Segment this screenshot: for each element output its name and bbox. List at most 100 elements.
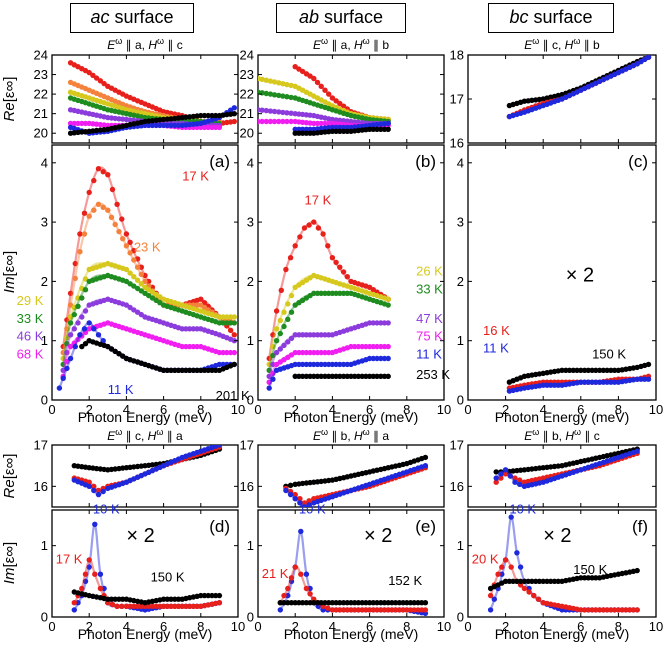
data-point-10K xyxy=(277,607,283,613)
x-tick-label: 2 xyxy=(86,402,93,417)
data-point-20K xyxy=(578,607,584,613)
data-point-253K xyxy=(366,126,373,132)
data-point-10K xyxy=(82,578,89,584)
x-tick-label: 8 xyxy=(197,619,204,634)
data-point-152K xyxy=(285,600,291,606)
data-point-17K xyxy=(149,603,156,609)
data-point-253K xyxy=(333,128,339,134)
data-point-17K xyxy=(82,571,89,577)
data-point-150K xyxy=(209,592,215,599)
data-point-253K xyxy=(318,373,324,379)
data-point-150K xyxy=(559,367,565,373)
x-tick-label: 4 xyxy=(540,619,547,634)
data-point-47K xyxy=(186,326,193,332)
data-point-253K xyxy=(352,373,358,379)
data-point-17K xyxy=(164,603,170,609)
data-point-150K xyxy=(493,469,499,475)
data-point-10K xyxy=(303,571,310,577)
data-point-75K xyxy=(75,336,81,343)
data-point-150K xyxy=(611,367,618,373)
data-point-253K xyxy=(374,126,380,132)
data-point-17K xyxy=(301,225,308,231)
data-point-17K xyxy=(119,216,125,222)
data-point-201K xyxy=(186,367,193,373)
data-point-253K xyxy=(296,130,302,136)
data-point-21K xyxy=(415,607,421,613)
data-point-26K xyxy=(227,314,234,320)
data-point-47K xyxy=(266,373,272,379)
data-point-33K xyxy=(385,302,391,308)
data-point-11K xyxy=(322,361,328,368)
data-point-23K xyxy=(108,214,115,220)
data-point-75K xyxy=(322,120,328,127)
data-point-47K xyxy=(326,332,332,338)
data-point-17K xyxy=(81,210,88,216)
data-point-17K xyxy=(283,266,289,273)
data-point-17K xyxy=(86,69,92,76)
data-point-75K xyxy=(363,343,369,350)
data-point-75K xyxy=(284,118,290,125)
data-point-253K xyxy=(333,373,339,379)
data-point-33K xyxy=(284,94,290,100)
data-point-17K xyxy=(146,603,152,609)
data-point-150K xyxy=(581,367,588,373)
data-point-75K xyxy=(209,124,215,131)
data-point-152K xyxy=(359,600,365,606)
data-point-152K xyxy=(348,600,354,606)
data-point-150K xyxy=(205,592,211,599)
data-point-152K xyxy=(392,600,399,606)
data-point-150K xyxy=(585,367,591,373)
data-point-10K xyxy=(97,571,104,577)
y-tick-label: 18 xyxy=(450,48,464,63)
data-point-152K xyxy=(322,600,328,606)
data-point-11K xyxy=(370,355,376,362)
data-point-21K xyxy=(359,607,365,613)
data-point-33K xyxy=(82,287,89,293)
data-point-11K xyxy=(608,379,614,385)
data-point-10K xyxy=(306,502,312,507)
data-point-20K xyxy=(596,607,603,613)
data-point-47K xyxy=(385,320,391,326)
y-tick-label: 4 xyxy=(41,155,48,170)
data-point-23K xyxy=(105,207,111,213)
series-label: 11 K xyxy=(108,382,134,397)
y-tick-label: 17 xyxy=(450,92,464,107)
y-tick-label: 22 xyxy=(240,87,254,102)
data-point-11K xyxy=(344,361,350,368)
data-point-152K xyxy=(299,600,306,606)
data-point-20K xyxy=(493,479,499,485)
data-point-253K xyxy=(292,373,298,379)
data-point-20K xyxy=(531,592,537,599)
data-point-21K xyxy=(307,591,313,597)
data-point-253K xyxy=(385,373,391,379)
data-point-11K xyxy=(596,379,603,385)
data-point-47K xyxy=(190,326,197,332)
data-point-23K xyxy=(86,213,92,219)
data-point-152K xyxy=(389,600,395,606)
data-point-47K xyxy=(183,326,189,332)
x-tick-label: 4 xyxy=(540,402,547,417)
data-point-150K xyxy=(570,367,576,373)
data-point-150K xyxy=(604,367,610,373)
data-point-150K xyxy=(216,592,223,599)
x-tick-label: 10 xyxy=(231,619,245,634)
data-point-17K xyxy=(292,243,298,249)
data-point-253K xyxy=(381,373,388,379)
data-point-75K xyxy=(303,349,310,356)
data-point-75K xyxy=(326,349,332,356)
data-point-21K xyxy=(352,607,358,613)
panel-d-im: 0 2 4 6 8 10 0 1 17 K 10 K × 2 150 K xyxy=(41,502,245,634)
data-point-201K xyxy=(231,361,237,368)
data-point-47K xyxy=(296,332,302,338)
data-point-23K xyxy=(112,221,118,228)
data-point-17K xyxy=(90,72,96,79)
data-point-201K xyxy=(205,112,211,119)
plot-data-b-re xyxy=(258,63,391,136)
series-label: 47 K xyxy=(416,311,443,326)
data-point-17K xyxy=(315,225,322,231)
data-point-10K xyxy=(292,496,298,502)
data-point-253K xyxy=(344,128,350,134)
data-point-10K xyxy=(86,483,92,489)
data-point-33K xyxy=(314,290,321,296)
